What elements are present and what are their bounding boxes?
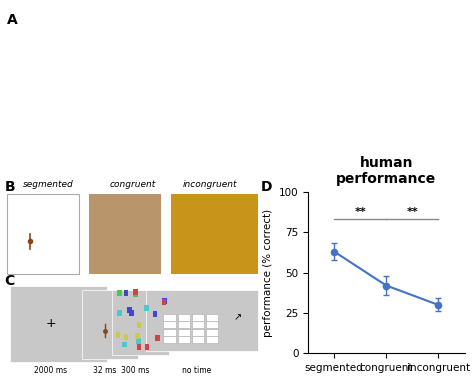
- Bar: [133, 289, 138, 295]
- Text: +: +: [46, 317, 56, 330]
- Bar: [133, 291, 137, 297]
- Bar: [206, 314, 219, 321]
- Bar: [178, 321, 191, 328]
- FancyBboxPatch shape: [171, 194, 258, 274]
- Text: segmented: segmented: [23, 180, 73, 190]
- Bar: [153, 311, 157, 317]
- Bar: [206, 321, 219, 328]
- Bar: [164, 321, 176, 328]
- Bar: [191, 314, 204, 321]
- Bar: [162, 298, 166, 303]
- Bar: [137, 344, 141, 350]
- Text: **: **: [407, 207, 418, 217]
- Bar: [162, 299, 166, 305]
- FancyBboxPatch shape: [89, 194, 161, 274]
- Bar: [124, 290, 128, 296]
- Bar: [178, 329, 191, 335]
- Bar: [116, 332, 120, 338]
- Text: A: A: [7, 13, 18, 27]
- Text: D: D: [261, 180, 272, 194]
- Bar: [164, 314, 176, 321]
- Text: incongruent: incongruent: [182, 180, 237, 190]
- Text: **: **: [355, 207, 366, 217]
- Title: human
performance: human performance: [336, 156, 437, 186]
- Bar: [124, 335, 128, 340]
- Text: B: B: [5, 180, 15, 194]
- Bar: [178, 336, 191, 343]
- Bar: [136, 338, 141, 344]
- Bar: [164, 329, 176, 335]
- Bar: [191, 329, 204, 335]
- Bar: [117, 290, 122, 296]
- Bar: [144, 305, 149, 311]
- Text: 300 ms: 300 ms: [121, 366, 149, 375]
- Bar: [117, 311, 122, 316]
- FancyBboxPatch shape: [7, 194, 79, 274]
- Text: no time
limit: no time limit: [182, 366, 211, 376]
- Text: C: C: [5, 274, 15, 288]
- Bar: [122, 341, 127, 347]
- Y-axis label: performance (% correct): performance (% correct): [263, 209, 273, 337]
- Bar: [178, 314, 191, 321]
- Bar: [128, 307, 132, 313]
- Bar: [191, 336, 204, 343]
- Bar: [137, 323, 141, 328]
- Bar: [145, 344, 149, 350]
- Bar: [155, 335, 160, 341]
- Text: congruent: congruent: [109, 180, 156, 190]
- Bar: [206, 329, 219, 335]
- Bar: [191, 321, 204, 328]
- Bar: [136, 333, 140, 339]
- Bar: [206, 336, 219, 343]
- Text: 2000 ms: 2000 ms: [34, 366, 67, 375]
- Bar: [129, 310, 134, 316]
- Bar: [164, 336, 176, 343]
- Text: ↗: ↗: [234, 312, 242, 323]
- Text: 32 ms: 32 ms: [93, 366, 116, 375]
